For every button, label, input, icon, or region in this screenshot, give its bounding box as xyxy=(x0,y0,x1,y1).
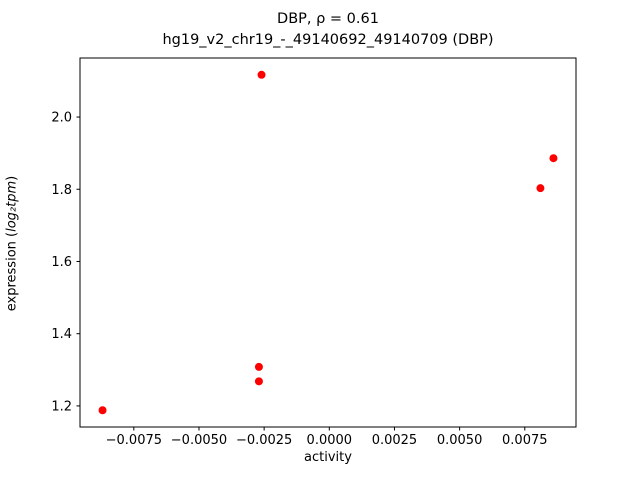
y-tick-label: 1.6 xyxy=(51,255,72,270)
y-tick-label: 2.0 xyxy=(51,111,72,126)
data-point xyxy=(254,362,263,371)
y-tick-label: 1.4 xyxy=(51,327,72,342)
x-tick-label: 0.0050 xyxy=(437,433,483,448)
x-tick-label: −0.0050 xyxy=(171,433,227,448)
y-tick-label: 1.2 xyxy=(51,399,72,414)
data-point xyxy=(98,406,107,415)
x-tick-label: −0.0075 xyxy=(106,433,162,448)
axes-spines xyxy=(79,57,577,428)
y-tick-label: 1.8 xyxy=(51,183,72,198)
chart-title-line-1: DBP, ρ = 0.61 xyxy=(277,11,379,27)
data-point xyxy=(549,154,558,163)
x-tick-label: 0.0075 xyxy=(502,433,548,448)
x-tick-label: 0.0025 xyxy=(372,433,418,448)
chart-title-line-2: hg19_v2_chr19_-_49140692_49140709 (DBP) xyxy=(162,32,494,48)
data-point xyxy=(254,377,263,386)
x-tick-label: −0.0025 xyxy=(236,433,292,448)
x-tick-label: 0.0000 xyxy=(307,433,353,448)
x-axis-label: activity xyxy=(304,450,352,465)
data-point xyxy=(257,70,266,79)
data-point xyxy=(536,184,545,193)
